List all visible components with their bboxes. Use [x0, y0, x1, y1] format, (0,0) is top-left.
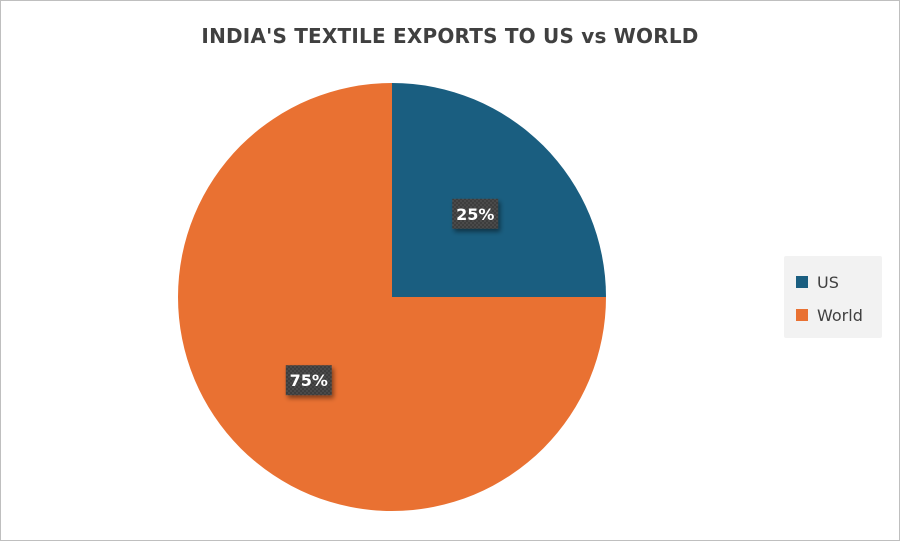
legend-item-us: US: [796, 271, 839, 293]
legend-swatch-us: [796, 276, 808, 288]
legend-label-us: US: [817, 272, 839, 292]
pie-slice-world: [178, 83, 606, 511]
data-label-text-us: 25%: [456, 205, 494, 224]
chart-title: INDIA'S TEXTILE EXPORTS TO US vs WORLD: [201, 24, 699, 48]
legend-swatch-world: [796, 309, 808, 321]
data-label-us: 25%: [452, 198, 499, 229]
pie-slice-us: [392, 83, 606, 297]
data-label-text-world: 75%: [290, 371, 328, 390]
legend-item-world: World: [796, 304, 863, 326]
legend: US World: [784, 256, 882, 338]
data-label-world: 75%: [285, 365, 332, 396]
data-label-box-us: [452, 198, 499, 229]
data-label-box-world: [285, 365, 332, 396]
legend-label-world: World: [817, 305, 863, 325]
